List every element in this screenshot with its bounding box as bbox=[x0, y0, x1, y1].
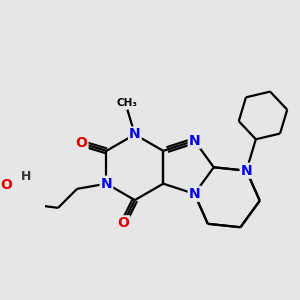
Text: N: N bbox=[189, 134, 200, 148]
Text: O: O bbox=[0, 178, 12, 192]
Text: N: N bbox=[129, 128, 141, 142]
Text: N: N bbox=[241, 164, 252, 178]
Text: H: H bbox=[21, 170, 31, 183]
Text: N: N bbox=[100, 177, 112, 191]
Text: N: N bbox=[189, 187, 200, 201]
Text: O: O bbox=[76, 136, 88, 150]
Text: O: O bbox=[117, 216, 129, 230]
Text: CH₃: CH₃ bbox=[117, 98, 138, 108]
